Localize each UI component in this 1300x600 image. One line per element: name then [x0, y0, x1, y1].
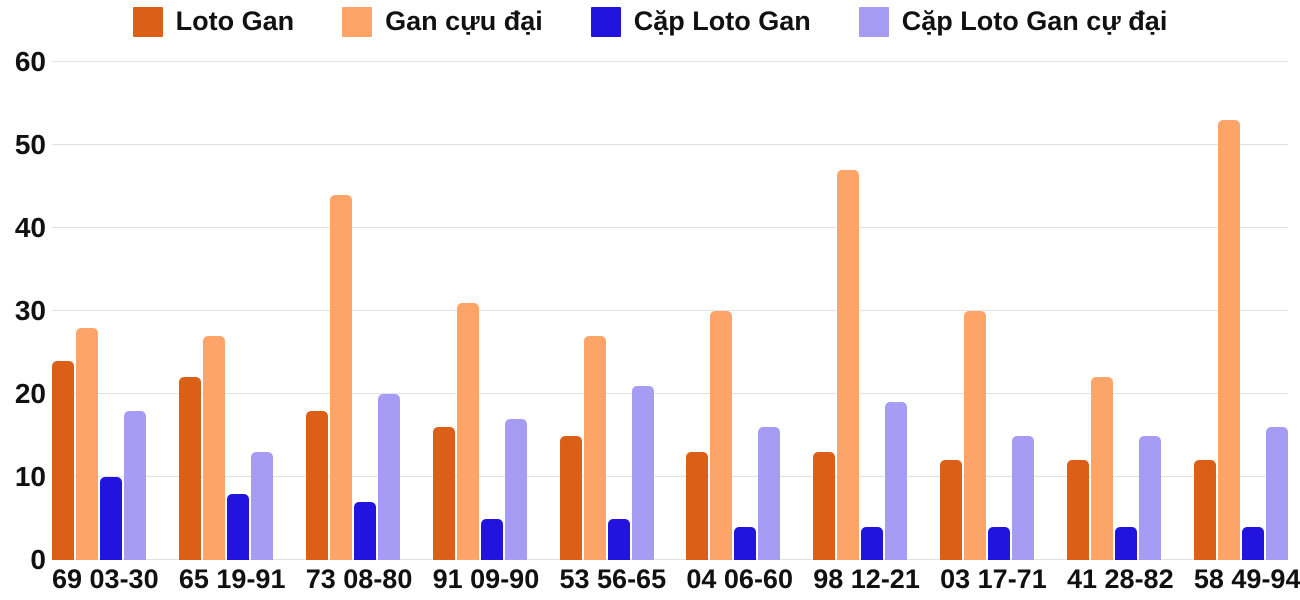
- bar-groups: [52, 62, 1288, 560]
- bar-gan-cựu-đại: [329, 194, 352, 560]
- y-axis-tick-label: 60: [14, 46, 46, 77]
- y-axis-tick-label: 10: [14, 461, 46, 492]
- bar-loto-gan: [1193, 460, 1216, 560]
- bar-group-04-06-60: [686, 62, 781, 560]
- legend-swatch: [590, 6, 621, 37]
- gridline-0: [52, 559, 1288, 560]
- bar-gan-cựu-đại: [583, 335, 606, 560]
- bar-gan-cựu-đại: [76, 327, 98, 560]
- legend-item-label: Cặp Loto Gan: [633, 6, 811, 36]
- x-axis-label: 04 06-60: [686, 564, 793, 594]
- bar-group-73-08-80: [305, 62, 400, 560]
- y-axis-tick-label: 40: [14, 212, 46, 243]
- bar-group-41-28-82: [1067, 62, 1161, 560]
- gridline-40: [52, 227, 1288, 228]
- bar-group-98-12-21: [813, 62, 908, 560]
- bar-cặp-loto-gan-cự-đại: [1265, 427, 1288, 560]
- gridline-60: [52, 61, 1288, 62]
- bar-cặp-loto-gan: [988, 526, 1011, 560]
- legend-item-1[interactable]: Loto Gan: [132, 6, 295, 37]
- x-axis-label: 58 49-94: [1193, 564, 1300, 594]
- bar-loto-gan: [52, 360, 74, 560]
- legend-item-3[interactable]: Cặp Loto Gan: [590, 6, 811, 37]
- bar-cặp-loto-gan-cự-đại: [631, 385, 654, 560]
- bar-loto-gan: [813, 452, 836, 560]
- bar-gan-cựu-đại: [1217, 120, 1240, 560]
- bar-cặp-loto-gan: [226, 493, 249, 560]
- bar-cặp-loto-gan-cự-đại: [250, 452, 273, 560]
- x-axis-label: 41 28-82: [1067, 564, 1174, 594]
- y-axis-tick-label: 0: [30, 544, 46, 575]
- bar-group-91-09-90: [432, 62, 527, 560]
- y-axis-tick-label: 50: [14, 129, 46, 160]
- bar-cặp-loto-gan-cự-đại: [377, 394, 400, 560]
- bar-loto-gan: [178, 377, 201, 560]
- x-axis-label: 73 08-80: [305, 564, 413, 594]
- bar-cặp-loto-gan-cự-đại: [124, 410, 146, 560]
- gridline-10: [52, 476, 1288, 477]
- gridline-30: [52, 310, 1288, 311]
- bar-cặp-loto-gan: [861, 526, 884, 560]
- bar-gan-cựu-đại: [964, 311, 987, 560]
- bar-loto-gan: [686, 452, 709, 560]
- bar-cặp-loto-gan: [1115, 526, 1137, 560]
- bar-group-69-03-30: [52, 62, 146, 560]
- legend-item-4[interactable]: Cặp Loto Gan cự đại: [858, 6, 1168, 37]
- bar-gan-cựu-đại: [456, 302, 479, 560]
- x-axis-label: 98 12-21: [813, 564, 920, 594]
- bar-gan-cựu-đại: [710, 311, 733, 560]
- x-axis-label: 03 17-71: [940, 564, 1047, 594]
- legend-item-label: Cặp Loto Gan cự đại: [901, 6, 1168, 36]
- x-axis-labels: 69 03-30 65 19-91 73 08-80 91 09-90 53 56-65…: [52, 564, 1300, 595]
- legend-item-2[interactable]: Gan cựu đại: [342, 6, 543, 37]
- legend-swatch: [858, 6, 889, 37]
- bar-cặp-loto-gan: [734, 526, 757, 560]
- bar-group-53-56-65: [559, 62, 654, 560]
- legend-swatch: [342, 6, 373, 37]
- legend-swatch: [132, 6, 163, 37]
- bar-cặp-loto-gan: [353, 501, 376, 560]
- x-axis-label: 65 19-91: [178, 564, 286, 594]
- bar-cặp-loto-gan: [1241, 526, 1264, 560]
- bar-loto-gan: [432, 427, 455, 560]
- y-axis-tick-label: 30: [14, 295, 46, 326]
- legend-item-label: Loto Gan: [175, 6, 295, 36]
- bar-gan-cựu-đại: [1091, 377, 1113, 560]
- legend-item-label: Gan cựu đại: [385, 6, 543, 36]
- bar-cặp-loto-gan-cự-đại: [885, 402, 908, 560]
- gridline-50: [52, 144, 1288, 145]
- bar-gan-cựu-đại: [202, 335, 225, 560]
- bar-cặp-loto-gan: [100, 477, 122, 560]
- bar-cặp-loto-gan-cự-đại: [1139, 435, 1161, 560]
- bar-loto-gan: [940, 460, 963, 560]
- bar-group-58-49-94: [1193, 62, 1288, 560]
- plot-area: 0 10 20 30 40 50 60: [15, 48, 1288, 574]
- bar-loto-gan: [1067, 460, 1089, 560]
- x-axis-label: 91 09-90: [432, 564, 540, 594]
- gridline-20: [52, 393, 1288, 394]
- bar-gan-cựu-đại: [837, 169, 860, 560]
- bar-loto-gan: [305, 410, 328, 560]
- bar-cặp-loto-gan: [480, 518, 503, 560]
- x-axis-label: 53 56-65: [559, 564, 667, 594]
- bar-cặp-loto-gan-cự-đại: [758, 427, 781, 560]
- y-axis-tick-label: 20: [14, 378, 46, 409]
- legend: Loto Gan Gan cựu đại Cặp Loto Gan Cặp Loto …: [0, 6, 1300, 37]
- bar-cặp-loto-gan-cự-đại: [1012, 435, 1035, 560]
- bar-loto-gan: [559, 435, 582, 560]
- bar-group-65-19-91: [178, 62, 273, 560]
- bar-cặp-loto-gan-cự-đại: [504, 418, 527, 560]
- bar-cặp-loto-gan: [607, 518, 630, 560]
- bar-group-03-17-71: [940, 62, 1035, 560]
- x-axis-label: 69 03-30: [52, 564, 159, 594]
